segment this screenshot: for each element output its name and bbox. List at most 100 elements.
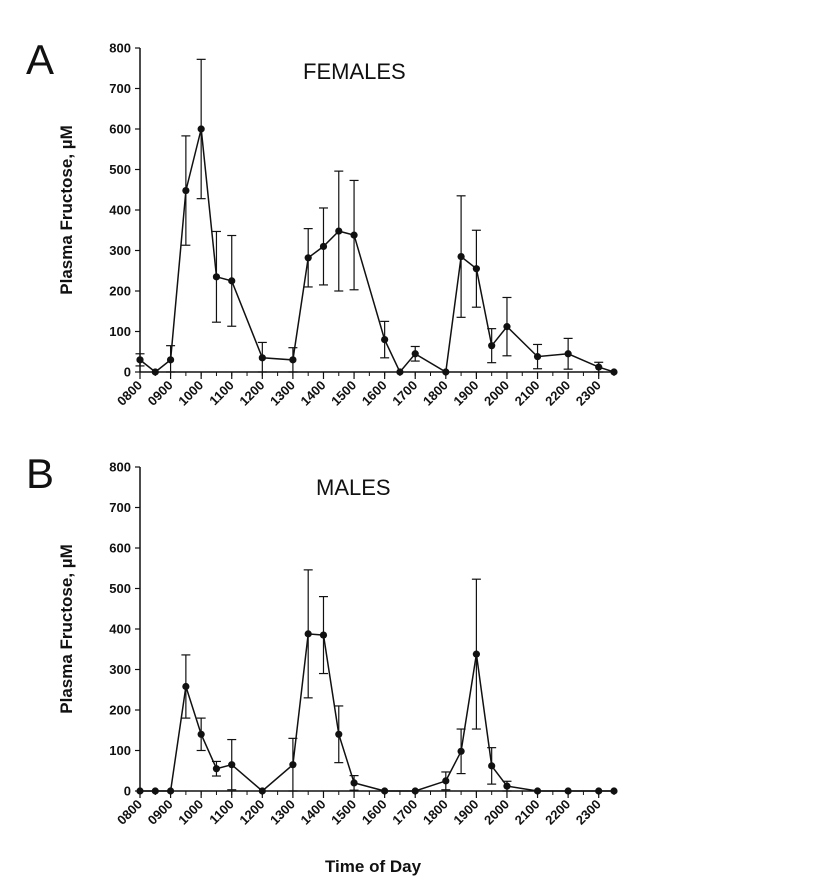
x-axis-title: Time of Day <box>325 857 422 876</box>
y-tick-label: 200 <box>109 703 131 718</box>
x-tick-label: 1600 <box>359 378 390 409</box>
data-point <box>182 186 190 195</box>
x-tick-label: 2300 <box>573 797 604 828</box>
data-point <box>488 762 496 770</box>
data-point <box>442 368 450 376</box>
data-point <box>564 787 572 795</box>
data-point <box>212 273 221 281</box>
data-point <box>381 336 389 344</box>
data-point <box>503 323 511 331</box>
data-point <box>350 231 358 239</box>
y-tick-label: 100 <box>109 743 131 758</box>
x-tick-label: 1400 <box>298 378 329 409</box>
x-tick-label: 1200 <box>236 378 267 409</box>
data-point <box>442 777 450 785</box>
x-tick-label: 1900 <box>450 378 481 409</box>
data-point <box>319 631 328 639</box>
y-tick-label: 0 <box>124 784 131 799</box>
data-point <box>228 761 236 769</box>
data-point <box>457 252 465 261</box>
data-point <box>151 368 159 376</box>
data-point <box>136 787 144 795</box>
series-line <box>140 633 614 792</box>
data-point <box>411 350 419 358</box>
x-tick-label: 1700 <box>389 797 420 828</box>
y-tick-label: 700 <box>109 500 131 515</box>
data-point <box>472 650 480 658</box>
y-tick-label: 400 <box>109 203 131 218</box>
series-line <box>139 128 615 374</box>
y-tick-label: 600 <box>109 122 131 137</box>
x-tick-label: 1500 <box>328 378 359 409</box>
y-tick-label: 800 <box>109 460 131 475</box>
x-tick-label: 1300 <box>267 797 298 828</box>
x-tick-label: 2000 <box>481 378 512 409</box>
x-tick-label: 1800 <box>420 797 451 828</box>
data-point <box>258 354 266 362</box>
y-tick-label: 300 <box>109 662 131 677</box>
data-point <box>304 254 312 262</box>
y-tick-label: 300 <box>109 243 131 258</box>
data-point <box>533 353 542 361</box>
y-tick-label: 600 <box>109 541 131 556</box>
data-point <box>212 765 221 773</box>
x-tick-label: 1000 <box>175 797 206 828</box>
data-point <box>304 630 312 638</box>
x-tick-label: 1900 <box>450 797 481 828</box>
y-tick-label: 400 <box>109 622 131 637</box>
x-tick-label: 0900 <box>145 378 176 409</box>
x-tick-label: 2100 <box>512 797 543 828</box>
data-point <box>197 730 205 738</box>
y-tick-label: 500 <box>109 581 131 596</box>
x-tick-label: 1600 <box>359 797 390 828</box>
x-tick-label: 2100 <box>512 378 543 409</box>
panel-a-title: FEMALES <box>303 59 406 84</box>
y-tick-label: 0 <box>124 365 131 380</box>
data-point <box>457 747 465 755</box>
data-point <box>182 682 190 691</box>
x-tick-label: 1700 <box>389 378 420 409</box>
x-tick-label: 2200 <box>542 378 573 409</box>
x-tick-label: 0800 <box>114 378 145 409</box>
data-point <box>350 779 358 787</box>
x-tick-label: 0900 <box>145 797 176 828</box>
x-tick-label: 1000 <box>175 378 206 409</box>
panel-b-ylabel: Plasma Fructose, µM <box>57 544 76 713</box>
x-tick-label: 2000 <box>481 797 512 828</box>
y-tick-label: 200 <box>109 284 131 299</box>
x-tick-label: 2300 <box>573 378 604 409</box>
data-point <box>258 787 266 795</box>
panel-b-letter: B <box>26 450 54 497</box>
y-tick-label: 800 <box>109 41 131 56</box>
data-point <box>533 787 542 795</box>
y-tick-label: 100 <box>109 324 131 339</box>
panel-b-plot: 0 100 200 300 400 500 600 700 800 0800 0900 1000 110… <box>109 460 618 828</box>
data-point <box>136 356 144 364</box>
data-point <box>166 787 175 795</box>
y-tick-label: 700 <box>109 81 131 96</box>
panel-a-plot: 0 100 200 300 400 500 600 700 800 0800 0900 1000 110… <box>109 41 618 409</box>
x-tick-label: 1100 <box>206 378 237 409</box>
x-tick-label: 1800 <box>420 378 451 409</box>
data-point <box>381 787 389 795</box>
x-tick-label: 2200 <box>542 797 573 828</box>
data-point <box>396 368 404 376</box>
y-tick-label: 500 <box>109 162 131 177</box>
x-tick-label: 1500 <box>328 797 359 828</box>
data-point <box>488 342 496 350</box>
data-point <box>503 782 511 790</box>
data-point <box>472 265 480 273</box>
x-tick-label: 1300 <box>267 378 298 409</box>
data-point <box>335 227 343 235</box>
x-tick-label: 0800 <box>114 797 145 828</box>
data-point <box>335 730 343 738</box>
data-point <box>411 787 419 795</box>
data-point <box>595 363 603 371</box>
data-point <box>564 350 572 358</box>
panel-a-letter: A <box>26 36 54 83</box>
data-point <box>166 356 175 364</box>
data-point <box>197 125 205 133</box>
panel-a-ylabel: Plasma Fructose, µM <box>57 125 76 294</box>
data-point <box>610 787 618 795</box>
